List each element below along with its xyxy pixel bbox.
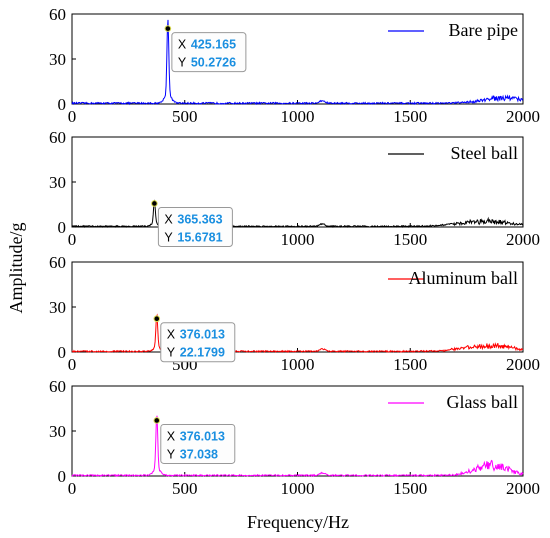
datatip-x-key: X: [167, 429, 176, 443]
y-tick-label: 30: [49, 50, 66, 69]
datatip-y-value: 22.1799: [180, 346, 225, 360]
y-tick-label: 30: [49, 298, 66, 317]
datatip-box: [160, 423, 236, 464]
datatip-box: [157, 206, 233, 247]
y-tick-label: 30: [49, 173, 66, 192]
y-tick-label: 0: [58, 95, 67, 114]
x-tick-label: 2000: [506, 107, 540, 126]
x-tick-label: 0: [68, 479, 77, 498]
x-tick-label: 500: [172, 479, 198, 498]
datatip[interactable]: X 376.013 Y 37.038: [160, 423, 236, 464]
legend-label: Bare pipe: [449, 20, 518, 40]
datatip-x-value: 425.165: [191, 38, 236, 52]
datatip-box: [171, 32, 247, 73]
datatip-y-value: 50.2726: [191, 56, 236, 70]
spectrum-line: [71, 199, 524, 229]
x-tick-label: 0: [68, 355, 77, 374]
datatip[interactable]: X 425.165 Y 50.2726: [171, 32, 247, 73]
datatip-x-key: X: [164, 212, 173, 226]
datatip-x-key: X: [178, 38, 187, 52]
datatip-marker[interactable]: [153, 315, 161, 323]
spectrum-line: [71, 415, 524, 477]
legend: Bare pipe: [384, 15, 522, 42]
y-tick-label: 0: [58, 218, 67, 237]
datatip[interactable]: X 376.013 Y 22.1799: [160, 322, 236, 363]
panel-1: 0 500 1000 1500 2000 0 30 60 Bare pipe X 425.165 Y 5…: [49, 5, 540, 126]
datatip[interactable]: X 365.363 Y 15.6781: [157, 206, 233, 247]
y-tick-label: 30: [49, 422, 66, 441]
x-tick-label: 2000: [506, 230, 540, 249]
y-tick-label: 60: [49, 128, 66, 147]
panel-4: 0 500 1000 1500 2000 0 30 60 Glass ball X 376.013 Y…: [49, 377, 540, 498]
datatip-x-value: 376.013: [180, 328, 225, 342]
panel-2: 050010001500200003060Steel ballX365.363Y…: [49, 128, 540, 249]
legend: Steel ball: [384, 138, 522, 165]
datatip-y-value: 15.6781: [177, 230, 222, 244]
datatip-y-value: 37.038: [180, 447, 218, 461]
y-tick-label: 0: [58, 467, 67, 486]
x-tick-label: 1500: [393, 479, 427, 498]
x-tick-label: 1000: [281, 355, 315, 374]
legend: Aluminum ball: [384, 263, 522, 290]
datatip-box: [160, 322, 236, 363]
legend: Glass ball: [384, 387, 522, 414]
y-tick-label: 60: [49, 377, 66, 396]
legend-label: Glass ball: [447, 392, 519, 412]
x-tick-label: 0: [68, 107, 77, 126]
y-tick-label: 0: [58, 343, 67, 362]
x-tick-label: 2000: [506, 355, 540, 374]
x-tick-label: 1500: [393, 355, 427, 374]
legend-label: Aluminum ball: [409, 268, 519, 288]
x-tick-label: 2000: [506, 479, 540, 498]
legend-label: Steel ball: [451, 143, 518, 163]
datatip-y-key: Y: [178, 56, 187, 70]
y-tick-label: 60: [49, 5, 66, 24]
spectrum-line: [71, 19, 524, 106]
datatip-marker[interactable]: [164, 25, 172, 32]
datatip-x-key: X: [167, 328, 176, 342]
y-axis-title: Amplitude/g: [6, 223, 26, 314]
y-tick-label: 60: [49, 253, 66, 272]
x-tick-label: 0: [68, 230, 77, 249]
datatip-y-key: Y: [164, 230, 173, 244]
x-tick-label: 1000: [281, 230, 315, 249]
x-tick-label: 1000: [281, 479, 315, 498]
x-tick-label: 1500: [393, 107, 427, 126]
datatip-y-key: Y: [167, 346, 176, 360]
datatip-marker[interactable]: [151, 200, 158, 207]
x-axis-title: Frequency/Hz: [247, 512, 349, 532]
datatip-x-value: 365.363: [177, 212, 222, 226]
x-tick-label: 500: [172, 107, 198, 126]
spectrum-line: [71, 313, 524, 353]
datatip-marker[interactable]: [153, 417, 161, 424]
datatip-x-value: 376.013: [180, 429, 225, 443]
x-tick-label: 1500: [393, 230, 427, 249]
datatip-y-key: Y: [167, 447, 176, 461]
x-tick-label: 1000: [281, 107, 315, 126]
